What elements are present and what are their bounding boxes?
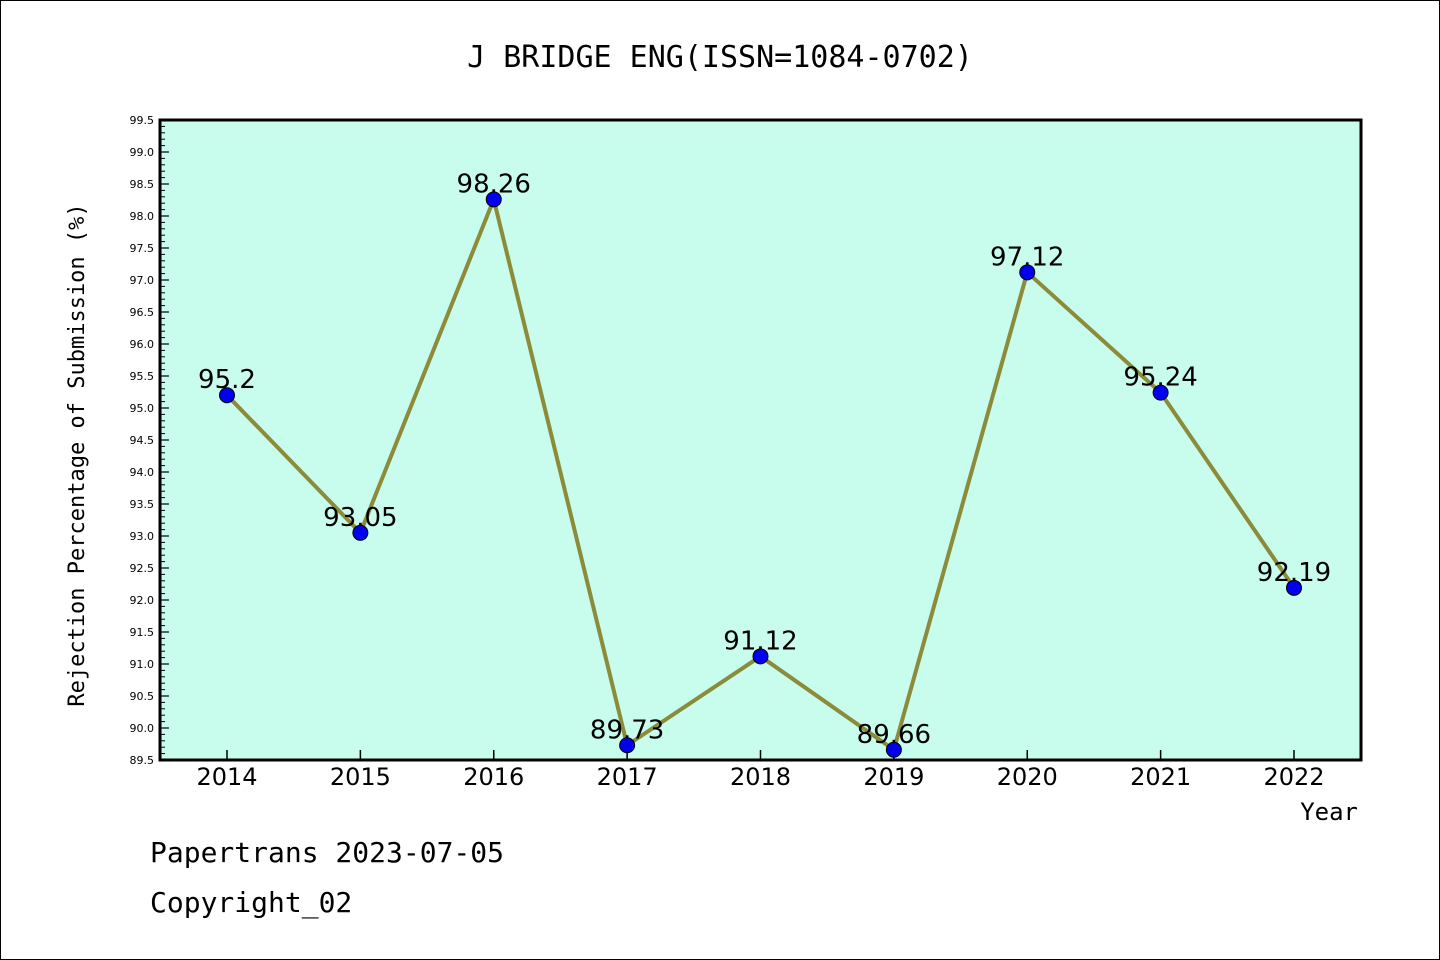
plot-border	[158, 118, 1363, 762]
y-tick-label: 98.5	[130, 178, 155, 191]
y-tick-label: 95.5	[130, 370, 155, 383]
y-tick-label: 96.5	[130, 306, 155, 319]
y-tick-label: 97.0	[130, 274, 155, 287]
footer-source: Papertrans 2023-07-05	[150, 836, 505, 869]
data-label: 98.26	[457, 169, 531, 199]
x-tick-label: 2020	[997, 763, 1058, 791]
y-tick-label: 99.5	[130, 114, 155, 127]
x-axis-label: Year	[1300, 798, 1358, 826]
y-axis-label: Rejection Percentage of Submission (%)	[65, 203, 90, 706]
y-tick-label: 97.5	[130, 242, 155, 255]
footer-copyright: Copyright_02	[150, 886, 353, 919]
data-label: 95.24	[1123, 363, 1197, 393]
data-point	[1019, 264, 1036, 281]
data-point	[352, 524, 369, 541]
x-tick-label: 2022	[1263, 763, 1324, 791]
data-point	[485, 191, 502, 208]
y-tick-label: 92.0	[130, 594, 155, 607]
y-tick-label: 93.0	[130, 530, 155, 543]
x-tick-label: 2017	[597, 763, 658, 791]
x-tick-label: 2016	[463, 763, 524, 791]
data-label: 92.19	[1257, 558, 1331, 588]
y-tick-label: 93.5	[130, 498, 155, 511]
x-axis: 2014 2015 2016 2017 2018 2019 2020 2021 2022	[196, 750, 1325, 791]
data-label: 97.12	[990, 242, 1064, 272]
data-point	[752, 648, 769, 665]
data-label: 89.73	[590, 715, 664, 745]
y-tick-label: 99.0	[130, 146, 155, 159]
x-tick-label: 2015	[330, 763, 391, 791]
data-label: 89.66	[857, 720, 931, 750]
y-tick-label: 92.5	[130, 562, 155, 575]
data-point	[219, 387, 235, 404]
x-tick-label: 2018	[730, 763, 791, 791]
y-axis: 89.5 90.0 90.5 91.0 91.5 92.0 92.5 93.0 93.5 94.0…	[130, 114, 169, 767]
y-tick-label: 94.5	[130, 434, 155, 447]
x-tick-label: 2021	[1130, 763, 1191, 791]
y-tick-label: 95.0	[130, 402, 155, 415]
x-tick-label: 2014	[196, 763, 257, 791]
y-tick-label: 89.5	[130, 754, 155, 767]
y-tick-label: 91.0	[130, 658, 155, 671]
data-points	[219, 191, 1302, 758]
chart-title: J BRIDGE ENG(ISSN=1084-0702)	[467, 40, 973, 75]
y-tick-label: 91.5	[130, 626, 155, 639]
data-point	[1286, 579, 1302, 596]
data-point	[619, 737, 636, 754]
y-tick-label: 94.0	[130, 466, 155, 479]
data-point	[885, 741, 902, 758]
y-tick-label: 90.0	[130, 722, 155, 735]
data-label: 93.05	[323, 503, 397, 533]
data-labels: 95.2 93.05 98.26 89.73 91.12 89.66 97.12 95.24 9…	[198, 169, 1331, 749]
y-tick-label: 96.0	[130, 338, 155, 351]
y-tick-label: 90.5	[130, 690, 155, 703]
data-label: 95.2	[198, 365, 256, 395]
data-label: 91.12	[723, 626, 797, 656]
y-tick-label: 98.0	[130, 210, 155, 223]
x-tick-label: 2019	[863, 763, 924, 791]
data-point	[1152, 384, 1169, 401]
